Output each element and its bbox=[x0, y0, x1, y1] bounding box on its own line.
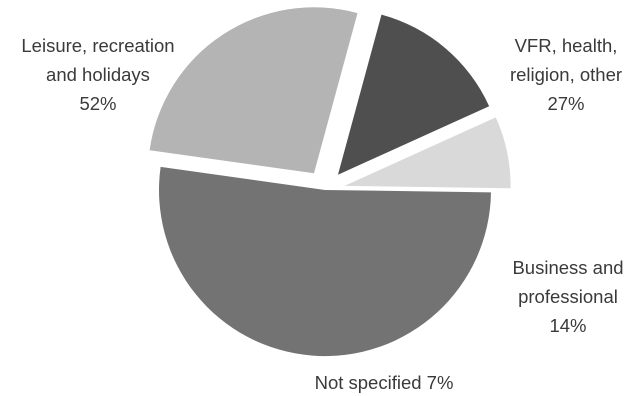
pie-slice-3 bbox=[158, 166, 491, 357]
pie-label-3: Leisure, recreation and holidays 52% bbox=[21, 35, 174, 114]
pie-label-2: Not specified 7% bbox=[315, 372, 454, 393]
pie-label-line: 14% bbox=[549, 315, 586, 336]
pie-labels: VFR, health, religion, other 27% Business a… bbox=[21, 35, 623, 393]
pie-label-line: professional bbox=[518, 286, 618, 307]
pie-slice-1 bbox=[337, 14, 490, 175]
pie-slices bbox=[149, 7, 511, 357]
pie-label-line: Not specified 7% bbox=[315, 372, 454, 393]
pie-label-line: Leisure, recreation bbox=[21, 35, 174, 56]
pie-label-line: and holidays bbox=[46, 64, 150, 85]
pie-label-0: VFR, health, religion, other 27% bbox=[510, 35, 622, 114]
pie-label-line: 27% bbox=[547, 93, 584, 114]
pie-slice-2 bbox=[344, 117, 511, 189]
pie-label-1: Business and professional 14% bbox=[512, 257, 623, 336]
pie-label-line: VFR, health, bbox=[515, 35, 618, 56]
pie-label-line: 52% bbox=[79, 93, 116, 114]
pie-slice-0 bbox=[149, 7, 358, 174]
pie-label-line: religion, other bbox=[510, 64, 622, 85]
pie-label-line: Business and bbox=[512, 257, 623, 278]
